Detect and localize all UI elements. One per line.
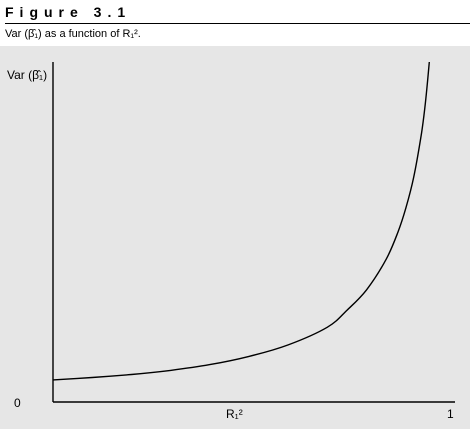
chart-svg: Var (β̂₁) 0 1 R₁²	[7, 61, 455, 421]
x-tick-label-0: 0	[14, 396, 21, 410]
figure-label: Figure 3.1	[5, 3, 470, 24]
chart-panel: Var (β̂₁) 0 1 R₁²	[0, 46, 470, 429]
x-axis-label: R₁²	[226, 407, 243, 421]
x-tick-label-1: 1	[447, 407, 454, 421]
series-line-var-beta	[52, 61, 430, 381]
figure-caption: Var (β̂₁) as a function of R₁².	[5, 28, 141, 40]
figure-header: Figure 3.1 Var (β̂₁) as a function of R₁…	[5, 3, 470, 41]
y-axis-label: Var (β̂₁)	[7, 68, 47, 82]
